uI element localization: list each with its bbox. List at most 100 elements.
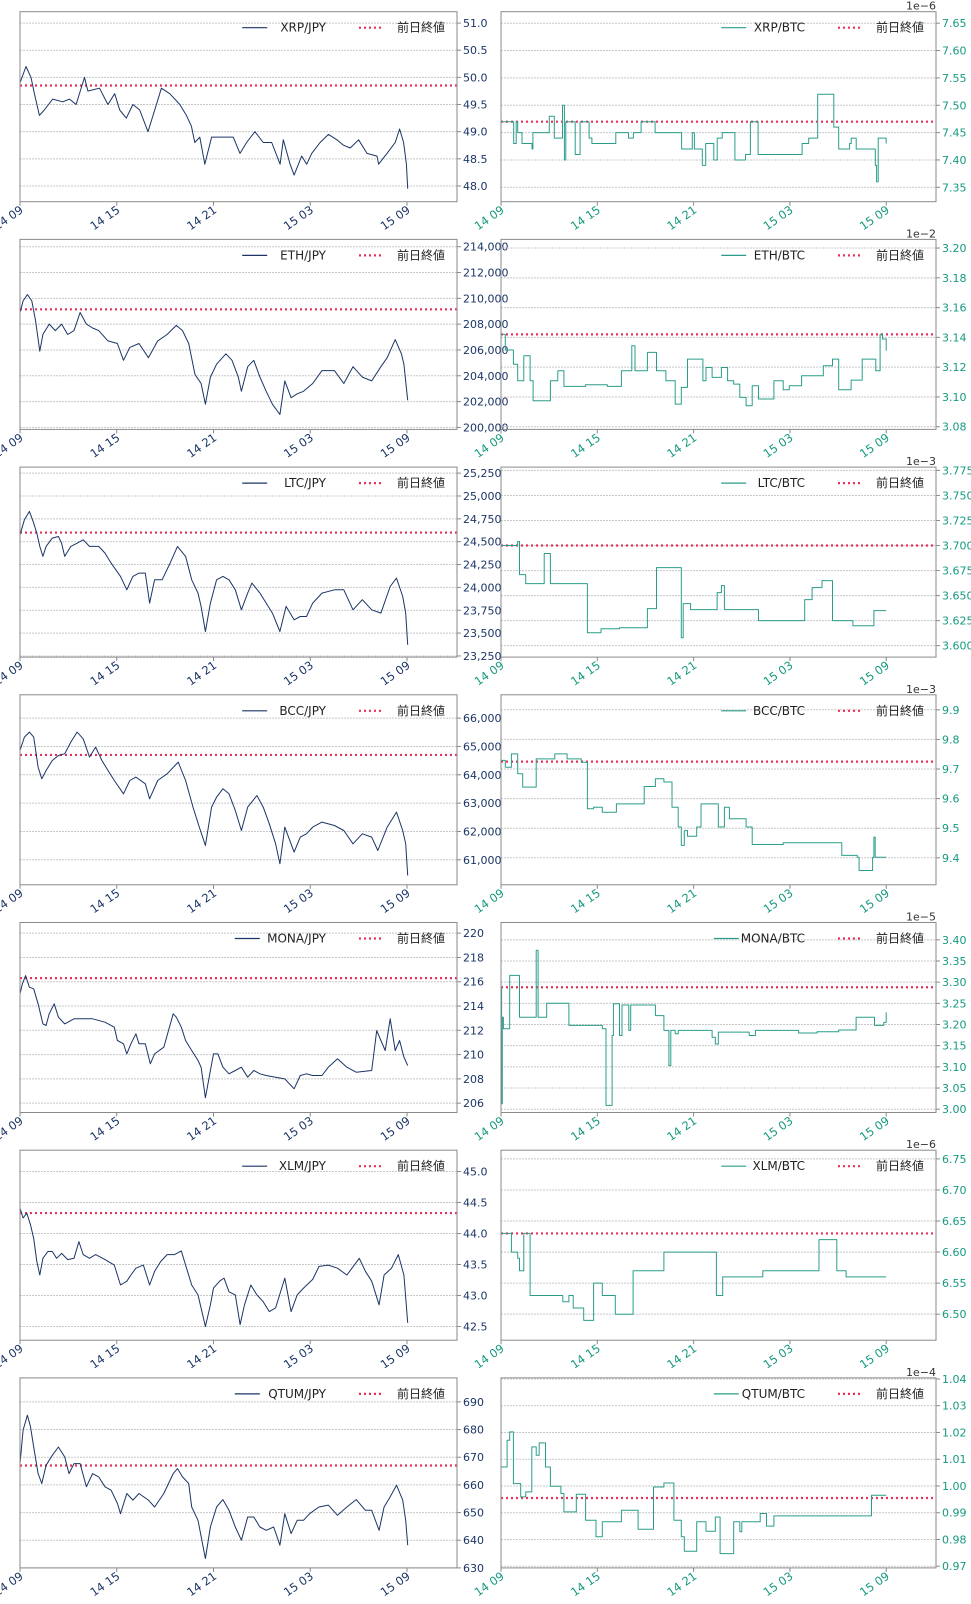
- y-tick-label: 3.600: [942, 640, 971, 653]
- chart-bcc-jpy: 61,000 62,000 63,000 64,000 65,000 66,000 14 0…: [0, 694, 502, 916]
- x-tick-label: 15 03: [281, 1113, 316, 1143]
- x-tick-label: 15 09: [857, 1341, 892, 1371]
- x-tick-label: 14 09: [0, 1113, 26, 1143]
- x-tick-label: 15 03: [761, 1569, 796, 1599]
- x-tick-label: 15 09: [857, 203, 892, 233]
- plot-frame: [19, 694, 458, 886]
- legend-prev-close-label: 前日終値: [397, 247, 445, 262]
- x-tick-label: 14 09: [0, 203, 26, 233]
- y-tick-label: 1.04: [942, 1373, 967, 1386]
- y-tick-label: 3.10: [942, 391, 967, 404]
- y-tick-label: 25,250: [463, 467, 502, 480]
- x-tick-label: 14 15: [87, 430, 122, 460]
- y-tick-label: 216: [463, 976, 484, 989]
- legend-prev-close-label: 前日終値: [397, 703, 445, 718]
- legend: 前日終値 ETH/JPY: [242, 247, 445, 262]
- y-tick-label: 24,750: [463, 513, 502, 526]
- x-tick-label: 15 09: [378, 886, 413, 916]
- y-tick-label: 43.5: [463, 1259, 488, 1272]
- series-line: [19, 1414, 409, 1559]
- x-tick-label: 14 09: [472, 203, 507, 233]
- legend-prev-close-label: 前日終値: [397, 475, 445, 490]
- y-tick-label: 64,000: [463, 769, 502, 782]
- legend-series-label: QTUM/JPY: [268, 1387, 326, 1401]
- x-tick-label: 14 09: [0, 1569, 26, 1599]
- legend-series-label: QTUM/BTC: [742, 1387, 805, 1401]
- x-tick-label: 14 09: [472, 1113, 507, 1143]
- y-tick-label: 0.99: [942, 1507, 967, 1520]
- y-tick-label: 43.0: [463, 1290, 488, 1303]
- chart-xrp-jpy: 48.0 48.5 49.0 49.5 50.0 50.5 51.0 14 09 14 15 14…: [0, 11, 488, 233]
- x-tick-label: 14 15: [87, 1341, 122, 1371]
- y-tick-label: 0.97: [942, 1560, 967, 1573]
- x-tick-label: 15 03: [281, 1341, 316, 1371]
- x-tick-label: 14 21: [184, 430, 219, 460]
- series-line: [501, 949, 887, 1106]
- legend: 前日終値 BCC/JPY: [242, 703, 445, 718]
- y-tick-label: 9.9: [942, 704, 960, 717]
- y-tick-label: 220: [463, 927, 484, 940]
- x-tick-label: 14 15: [87, 203, 122, 233]
- x-tick-label: 14 09: [0, 430, 26, 460]
- legend-prev-close-label: 前日終値: [397, 20, 445, 35]
- y-tick-label: 23,750: [463, 604, 502, 617]
- series-line: [501, 1232, 887, 1321]
- y-tick-label: 218: [463, 951, 484, 964]
- x-tick-label: 15 09: [378, 430, 413, 460]
- plot-frame: [500, 694, 937, 886]
- y-tick-label: 3.12: [942, 361, 967, 374]
- series-line: [501, 333, 887, 407]
- legend-series-label: XRP/BTC: [754, 21, 805, 35]
- plot-frame: [500, 466, 937, 658]
- legend-series-label: MONA/BTC: [741, 932, 805, 946]
- x-tick-label: 14 09: [472, 430, 507, 460]
- y-tick-label: 3.14: [942, 331, 967, 344]
- legend: 前日終値 BCC/BTC: [721, 703, 924, 718]
- y-tick-label: 3.25: [942, 997, 967, 1010]
- y-tick-label: 7.40: [942, 154, 967, 167]
- series-line: [501, 753, 887, 871]
- y-tick-label: 25,000: [463, 490, 502, 503]
- legend: 前日終値 MONA/JPY: [234, 931, 445, 946]
- y-tick-label: 206: [463, 1097, 484, 1110]
- y-tick-label: 6.65: [942, 1215, 967, 1228]
- y-tick-label: 3.08: [942, 421, 967, 434]
- y-tick-label: 3.650: [942, 590, 971, 603]
- y-tick-label: 630: [463, 1562, 484, 1575]
- y-tick-label: 62,000: [463, 825, 502, 838]
- x-tick-label: 14 09: [0, 886, 26, 916]
- x-tick-label: 15 03: [761, 886, 796, 916]
- y-tick-label: 23,500: [463, 627, 502, 640]
- series-line: [501, 93, 887, 183]
- y-tick-label: 51.0: [463, 17, 488, 30]
- legend-series-label: BCC/JPY: [279, 704, 326, 718]
- legend-series-label: ETH/BTC: [754, 248, 805, 262]
- y-tick-label: 6.70: [942, 1184, 967, 1197]
- legend: 前日終値 QTUM/JPY: [234, 1386, 445, 1401]
- y-tick-label: 3.18: [942, 272, 967, 285]
- x-tick-label: 14 15: [568, 886, 603, 916]
- x-tick-label: 14 21: [184, 886, 219, 916]
- legend-prev-close-label: 前日終値: [397, 1158, 445, 1173]
- x-tick-label: 14 09: [0, 1341, 26, 1371]
- plot-frame: [500, 238, 937, 430]
- y-tick-label: 3.20: [942, 242, 967, 255]
- y-tick-label: 1.01: [942, 1453, 967, 1466]
- y-tick-label: 49.0: [463, 126, 488, 139]
- series-line: [19, 1207, 409, 1327]
- legend: 前日終値 XLM/JPY: [242, 1158, 445, 1173]
- x-tick-label: 14 21: [184, 1113, 219, 1143]
- y-tick-label: 640: [463, 1534, 484, 1547]
- x-tick-label: 15 03: [281, 658, 316, 688]
- chart-mona-jpy: 206 208 210 212 214 216 218 220 14 09 14 15 14 21 1…: [0, 922, 484, 1144]
- y-tick-label: 206,000: [463, 344, 509, 357]
- legend-prev-close-label: 前日終値: [876, 931, 924, 946]
- y-tick-label: 7.65: [942, 17, 967, 30]
- legend-series-label: ETH/JPY: [280, 248, 326, 262]
- y-tick-label: 7.45: [942, 127, 967, 140]
- y-tick-label: 23,250: [463, 650, 502, 663]
- y-tick-label: 9.6: [942, 793, 960, 806]
- x-tick-label: 15 03: [761, 1341, 796, 1371]
